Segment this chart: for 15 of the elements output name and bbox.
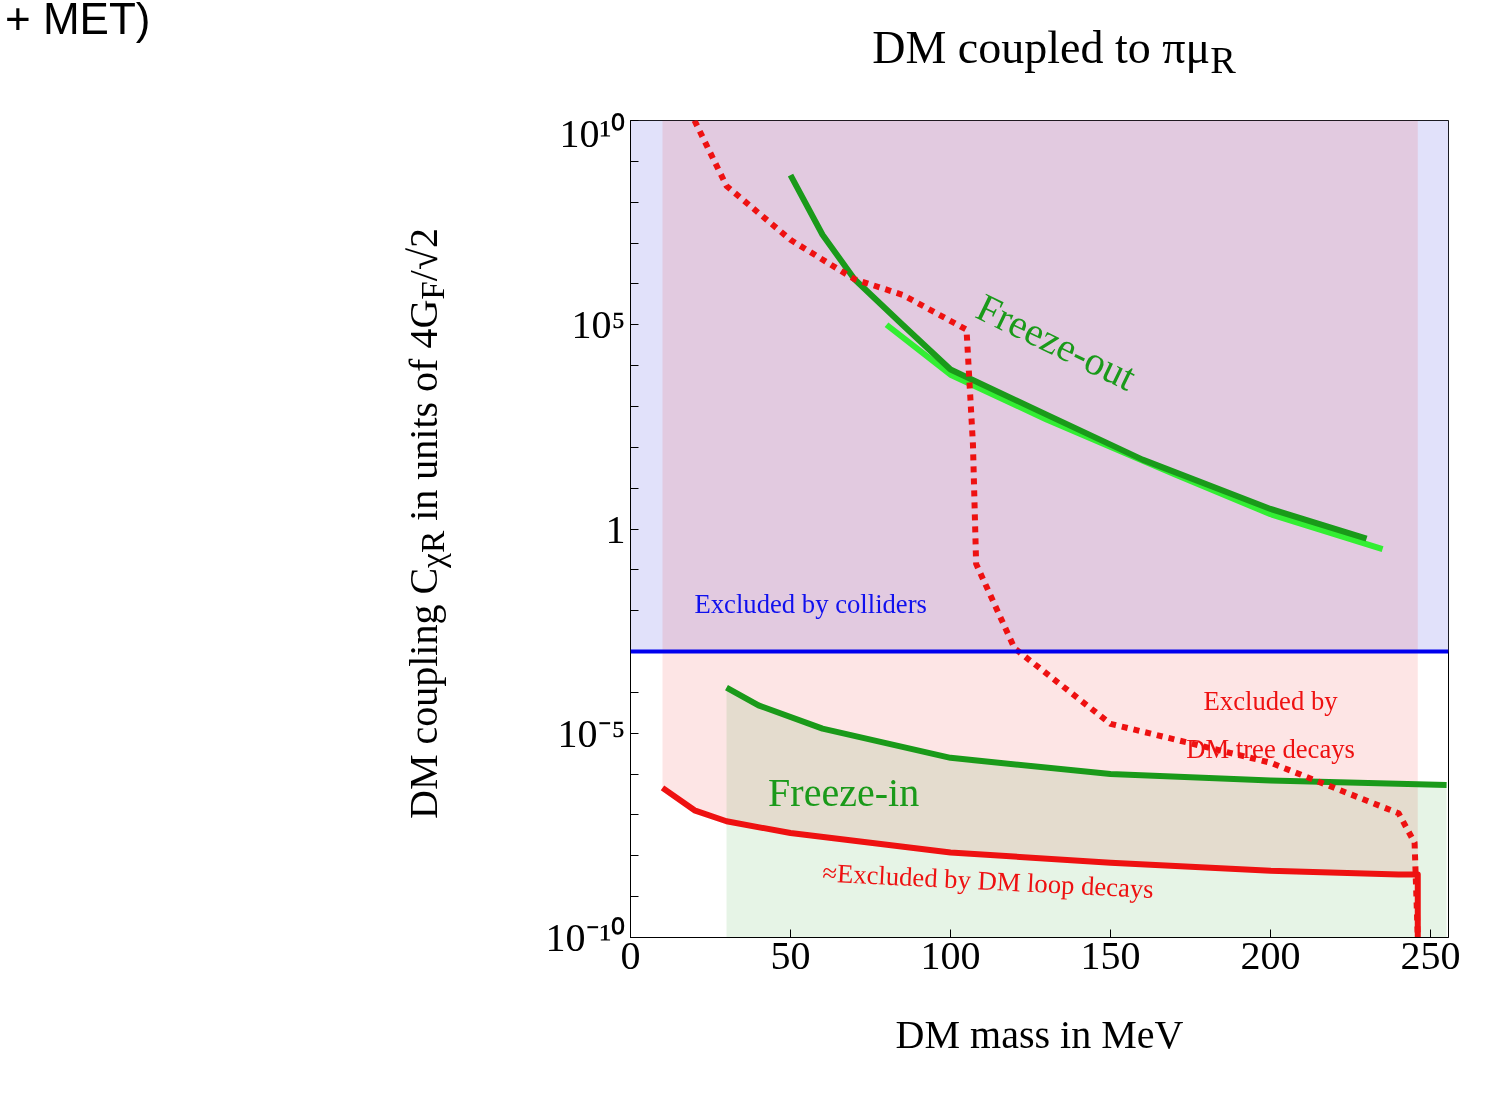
text: + MET)	[5, 0, 151, 45]
annotation: Excluded by colliders	[694, 588, 927, 619]
annotation: ≈Excluded by DM loop decays	[821, 857, 1155, 905]
chart-title: DM coupled to πμ$_{R}$	[872, 21, 1236, 84]
x-tick-label: 50	[770, 932, 811, 978]
x-tick-label: 150	[1080, 932, 1141, 978]
x-axis-title: DM mass in MeV	[895, 1011, 1184, 1057]
x-tick-label: 100	[920, 932, 981, 978]
annotation: Freeze-in	[768, 770, 920, 816]
y-tick-label: 10¹⁰	[559, 110, 626, 156]
x-tick-label: 250	[1400, 932, 1461, 978]
x-tick-label: 200	[1240, 932, 1301, 978]
y-tick-label: 1	[605, 506, 626, 552]
y-tick-label: 10⁵	[571, 302, 626, 348]
y-tick-label: 10⁻⁵	[557, 710, 626, 756]
